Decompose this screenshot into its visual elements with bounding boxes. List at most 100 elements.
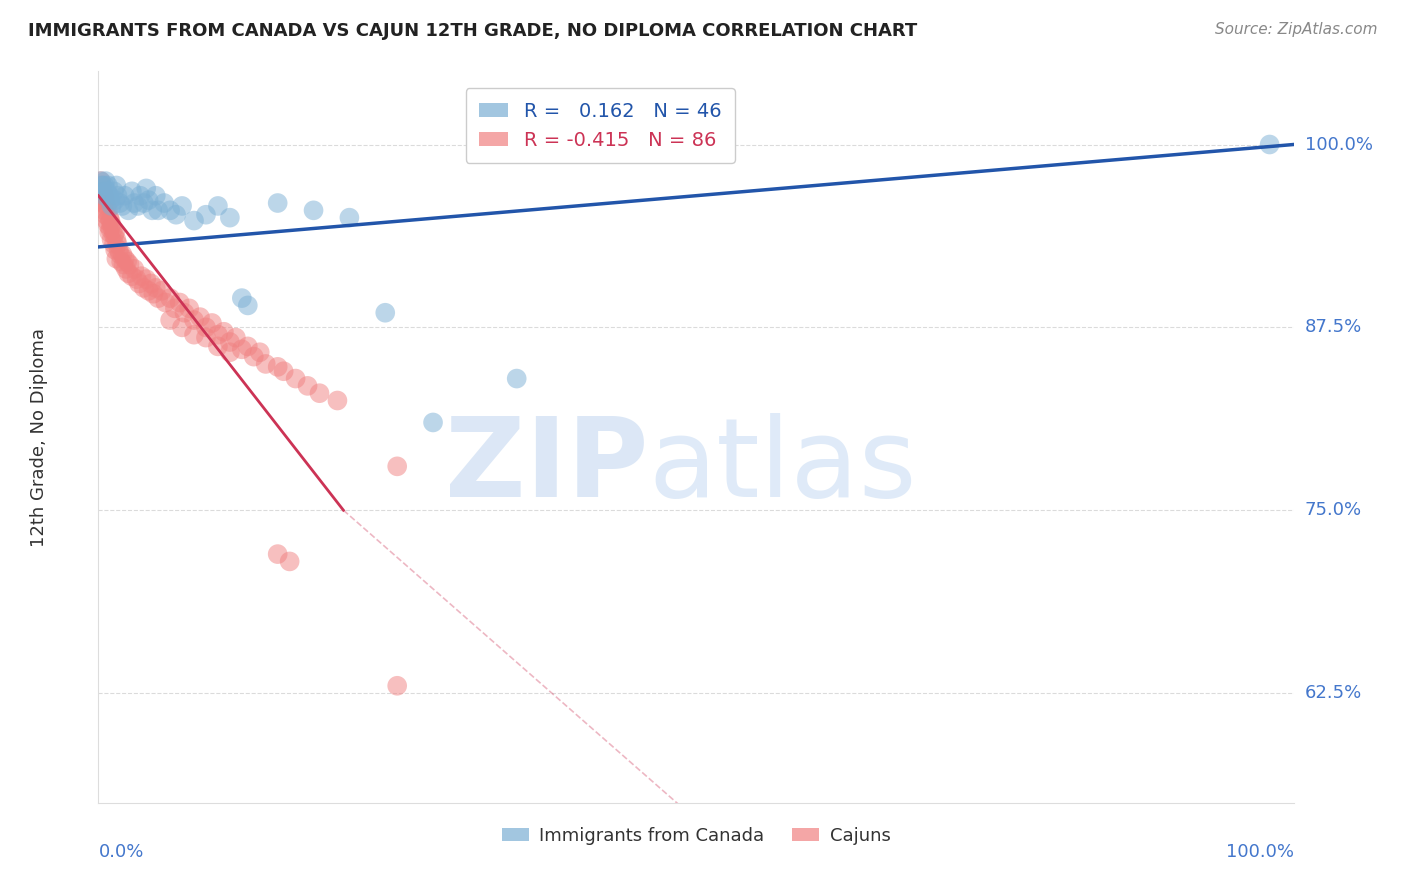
Point: [169, 295, 191, 310]
Point: [111, 247, 134, 261]
Point: [231, 291, 253, 305]
Point: [108, 196, 131, 211]
Point: [93, 178, 115, 193]
Point: [150, 284, 173, 298]
Point: [105, 178, 128, 193]
Point: [103, 237, 125, 252]
Legend: Immigrants from Canada, Cajuns: Immigrants from Canada, Cajuns: [495, 820, 897, 852]
Text: 0.0%: 0.0%: [98, 843, 143, 861]
Point: [91, 184, 114, 198]
Point: [374, 306, 396, 320]
Point: [1258, 137, 1281, 152]
Text: 87.5%: 87.5%: [1305, 318, 1362, 336]
Point: [278, 554, 301, 568]
Point: [115, 261, 138, 276]
Point: [506, 371, 529, 385]
Text: 100.0%: 100.0%: [1226, 843, 1294, 861]
Point: [195, 330, 218, 344]
Point: [219, 345, 242, 359]
Point: [114, 188, 136, 202]
Point: [159, 203, 181, 218]
Point: [108, 247, 131, 261]
Point: [195, 320, 218, 334]
Point: [107, 243, 129, 257]
Point: [97, 178, 120, 193]
Point: [91, 178, 114, 193]
Point: [219, 334, 242, 349]
Point: [98, 188, 121, 202]
Point: [138, 193, 160, 207]
Point: [139, 277, 162, 291]
Point: [267, 196, 290, 211]
Point: [107, 237, 129, 252]
Point: [243, 350, 266, 364]
Point: [236, 339, 259, 353]
Point: [91, 184, 114, 198]
Point: [132, 196, 155, 211]
Text: atlas: atlas: [648, 413, 917, 520]
Point: [153, 196, 176, 211]
Point: [117, 203, 139, 218]
Point: [117, 266, 139, 280]
Point: [100, 233, 122, 247]
Point: [236, 298, 259, 312]
Point: [91, 178, 114, 193]
Point: [385, 459, 409, 474]
Point: [225, 330, 247, 344]
Point: [91, 193, 114, 207]
Point: [163, 301, 186, 316]
Point: [188, 310, 211, 325]
Point: [148, 291, 170, 305]
Point: [107, 188, 129, 202]
Text: IMMIGRANTS FROM CANADA VS CAJUN 12TH GRADE, NO DIPLOMA CORRELATION CHART: IMMIGRANTS FROM CANADA VS CAJUN 12TH GRA…: [28, 22, 917, 40]
Point: [96, 199, 118, 213]
Point: [132, 281, 155, 295]
Text: Source: ZipAtlas.com: Source: ZipAtlas.com: [1215, 22, 1378, 37]
Point: [231, 343, 253, 357]
Point: [124, 261, 146, 276]
Point: [138, 284, 160, 298]
Point: [129, 188, 152, 202]
Point: [142, 286, 165, 301]
Point: [112, 257, 135, 271]
Point: [90, 174, 112, 188]
Point: [249, 345, 271, 359]
Point: [385, 679, 409, 693]
Point: [183, 327, 205, 342]
Point: [267, 359, 290, 374]
Point: [94, 208, 117, 222]
Point: [110, 254, 132, 268]
Point: [179, 301, 201, 316]
Point: [207, 327, 229, 342]
Point: [94, 193, 117, 207]
Point: [145, 281, 167, 295]
Point: [125, 272, 148, 286]
Point: [97, 218, 120, 232]
Point: [165, 208, 187, 222]
Point: [98, 193, 122, 207]
Point: [219, 211, 242, 225]
Point: [128, 277, 150, 291]
Point: [155, 295, 177, 310]
Point: [98, 225, 121, 239]
Point: [115, 254, 138, 268]
Point: [121, 269, 143, 284]
Point: [96, 213, 118, 227]
Point: [90, 174, 112, 188]
Point: [195, 208, 218, 222]
Point: [111, 199, 134, 213]
Point: [98, 222, 122, 236]
Point: [135, 272, 157, 286]
Point: [124, 196, 146, 211]
Text: 100.0%: 100.0%: [1305, 136, 1372, 153]
Point: [105, 252, 128, 266]
Point: [326, 393, 349, 408]
Point: [172, 199, 194, 213]
Point: [141, 203, 163, 218]
Point: [93, 188, 115, 202]
Point: [273, 364, 295, 378]
Point: [96, 184, 118, 198]
Point: [297, 379, 319, 393]
Point: [159, 291, 181, 305]
Point: [173, 306, 195, 320]
